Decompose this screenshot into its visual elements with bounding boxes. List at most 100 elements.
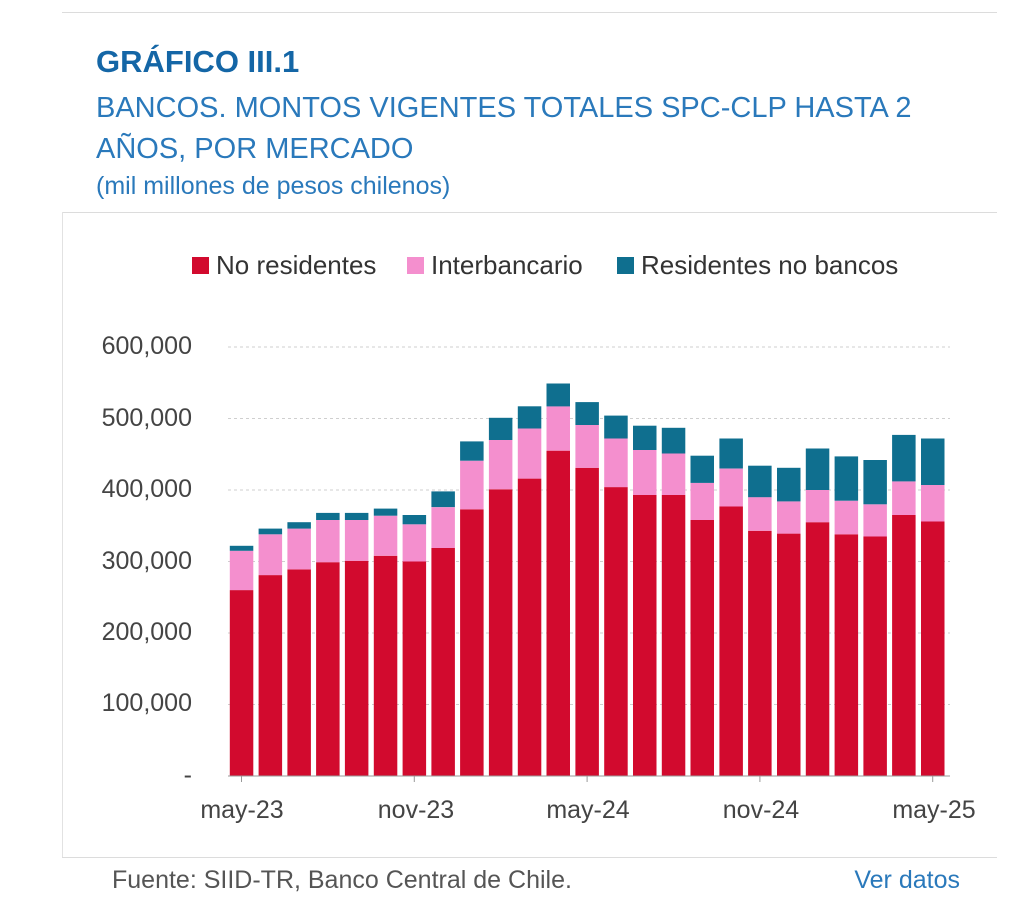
bar-residentes-no-bancos-oct-24 bbox=[719, 438, 743, 469]
bar-interbancario-ene-25 bbox=[805, 490, 830, 523]
bar-residentes-no-bancos-ago-24 bbox=[661, 427, 686, 454]
y-tick-label: - bbox=[183, 761, 192, 789]
bar-no-residentes-abr-25 bbox=[892, 515, 916, 776]
chart-frame-left bbox=[62, 212, 63, 857]
legend: No residentes Interbancario Residentes n… bbox=[0, 250, 1024, 284]
chart-number: GRÁFICO III.1 bbox=[96, 44, 300, 79]
bar-no-residentes-ene-24 bbox=[460, 509, 484, 776]
bar-interbancario-may-23 bbox=[229, 550, 254, 591]
bar-no-residentes-may-23 bbox=[229, 590, 254, 776]
legend-item-interbancario: Interbancario bbox=[407, 250, 583, 281]
x-tick-label-may-24: may-24 bbox=[546, 796, 630, 824]
bar-residentes-no-bancos-may-24 bbox=[575, 402, 599, 425]
bar-interbancario-jul-23 bbox=[287, 528, 311, 570]
bar-no-residentes-mar-25 bbox=[863, 536, 887, 776]
bar-no-residentes-ene-25 bbox=[805, 522, 830, 776]
bar-residentes-no-bancos-dic-23 bbox=[431, 491, 455, 508]
chart-frame-bottom bbox=[62, 857, 997, 858]
legend-label: Interbancario bbox=[431, 250, 583, 280]
bar-no-residentes-sep-23 bbox=[344, 560, 369, 776]
bar-residentes-no-bancos-jul-24 bbox=[633, 425, 657, 450]
legend-label: No residentes bbox=[216, 250, 377, 280]
y-tick-label: 600,000 bbox=[101, 332, 192, 360]
bar-residentes-no-bancos-sep-23 bbox=[344, 512, 369, 520]
legend-swatch-residentes-no-bancos bbox=[617, 257, 634, 274]
bar-no-residentes-mar-24 bbox=[517, 478, 542, 776]
bar-no-residentes-abr-24 bbox=[546, 450, 570, 776]
bar-residentes-no-bancos-jul-23 bbox=[287, 522, 311, 529]
bar-interbancario-ago-24 bbox=[661, 453, 686, 495]
bar-interbancario-abr-25 bbox=[892, 481, 916, 515]
bar-no-residentes-jul-23 bbox=[287, 569, 311, 776]
legend-item-residentes-no-bancos: Residentes no bancos bbox=[617, 250, 898, 281]
chart-title: BANCOS. MONTOS VIGENTES TOTALES SPC-CLP … bbox=[96, 92, 912, 165]
bar-interbancario-abr-24 bbox=[546, 406, 570, 451]
x-tick-label-nov-24: nov-24 bbox=[722, 796, 800, 824]
bar-residentes-no-bancos-feb-25 bbox=[834, 456, 859, 501]
bar-interbancario-feb-25 bbox=[834, 500, 859, 535]
legend-swatch-no-residentes bbox=[192, 257, 209, 274]
bar-interbancario-dic-23 bbox=[431, 507, 455, 548]
bar-residentes-no-bancos-mar-24 bbox=[517, 406, 542, 429]
bar-no-residentes-feb-24 bbox=[488, 489, 513, 776]
bar-interbancario-jun-24 bbox=[604, 438, 628, 488]
bar-interbancario-jun-23 bbox=[258, 534, 283, 576]
bar-residentes-no-bancos-abr-25 bbox=[892, 434, 916, 482]
bar-no-residentes-oct-24 bbox=[719, 506, 743, 776]
bar-no-residentes-feb-25 bbox=[834, 534, 859, 776]
bar-residentes-no-bancos-may-23 bbox=[229, 545, 254, 551]
bar-residentes-no-bancos-nov-23 bbox=[402, 515, 427, 525]
x-tick-label-may-25: may-25 bbox=[892, 796, 976, 824]
chart-units: (mil millones de pesos chilenos) bbox=[96, 172, 451, 200]
bar-interbancario-oct-23 bbox=[373, 515, 398, 556]
bar-interbancario-jul-24 bbox=[633, 450, 657, 495]
bar-residentes-no-bancos-nov-24 bbox=[748, 465, 772, 498]
bar-no-residentes-ago-24 bbox=[661, 495, 686, 776]
bar-residentes-no-bancos-may-25 bbox=[921, 438, 945, 485]
bar-residentes-no-bancos-ene-25 bbox=[805, 448, 830, 490]
bar-residentes-no-bancos-abr-24 bbox=[546, 383, 570, 407]
bar-residentes-no-bancos-sep-24 bbox=[690, 455, 714, 483]
bar-interbancario-dic-24 bbox=[777, 501, 801, 534]
y-tick-label: 400,000 bbox=[101, 475, 192, 503]
bar-no-residentes-jul-24 bbox=[633, 495, 657, 776]
bar-residentes-no-bancos-mar-25 bbox=[863, 460, 887, 505]
bar-residentes-no-bancos-jun-24 bbox=[604, 415, 628, 439]
chart-frame-top bbox=[62, 212, 997, 213]
bar-residentes-no-bancos-feb-24 bbox=[488, 417, 513, 440]
bar-interbancario-oct-24 bbox=[719, 468, 743, 507]
legend-item-no-residentes: No residentes bbox=[192, 250, 376, 281]
source-note: Fuente: SIID-TR, Banco Central de Chile. bbox=[112, 866, 572, 894]
x-tick-label-may-23: may-23 bbox=[200, 796, 284, 824]
legend-label: Residentes no bancos bbox=[641, 250, 899, 280]
bar-interbancario-may-25 bbox=[921, 485, 945, 522]
bar-no-residentes-dic-23 bbox=[431, 547, 455, 776]
bar-residentes-no-bancos-oct-23 bbox=[373, 508, 398, 516]
y-tick-label: 500,000 bbox=[101, 404, 192, 432]
bar-no-residentes-dic-24 bbox=[777, 533, 801, 776]
bar-interbancario-feb-24 bbox=[488, 439, 513, 490]
x-tick-label-nov-23: nov-23 bbox=[377, 796, 455, 824]
view-data-link[interactable]: Ver datos bbox=[854, 866, 960, 894]
bar-interbancario-mar-24 bbox=[517, 428, 542, 479]
bar-interbancario-sep-23 bbox=[344, 520, 369, 561]
bar-interbancario-ene-24 bbox=[460, 460, 484, 510]
bar-no-residentes-jun-24 bbox=[604, 487, 628, 776]
y-tick-label: 300,000 bbox=[101, 547, 192, 575]
bar-interbancario-may-24 bbox=[575, 424, 599, 468]
bar-interbancario-nov-23 bbox=[402, 524, 427, 562]
bar-no-residentes-oct-23 bbox=[373, 555, 398, 776]
bar-residentes-no-bancos-jun-23 bbox=[258, 528, 283, 535]
y-tick-label: 100,000 bbox=[101, 689, 192, 717]
bar-interbancario-sep-24 bbox=[690, 482, 714, 520]
bar-residentes-no-bancos-ene-24 bbox=[460, 441, 484, 461]
bar-no-residentes-jun-23 bbox=[258, 575, 283, 776]
bar-interbancario-mar-25 bbox=[863, 504, 887, 537]
bar-no-residentes-ago-23 bbox=[316, 562, 340, 776]
top-divider bbox=[62, 12, 997, 13]
bar-residentes-no-bancos-ago-23 bbox=[316, 512, 340, 520]
bar-no-residentes-may-25 bbox=[921, 521, 945, 776]
bar-interbancario-ago-23 bbox=[316, 520, 340, 563]
bar-no-residentes-nov-23 bbox=[402, 561, 427, 776]
